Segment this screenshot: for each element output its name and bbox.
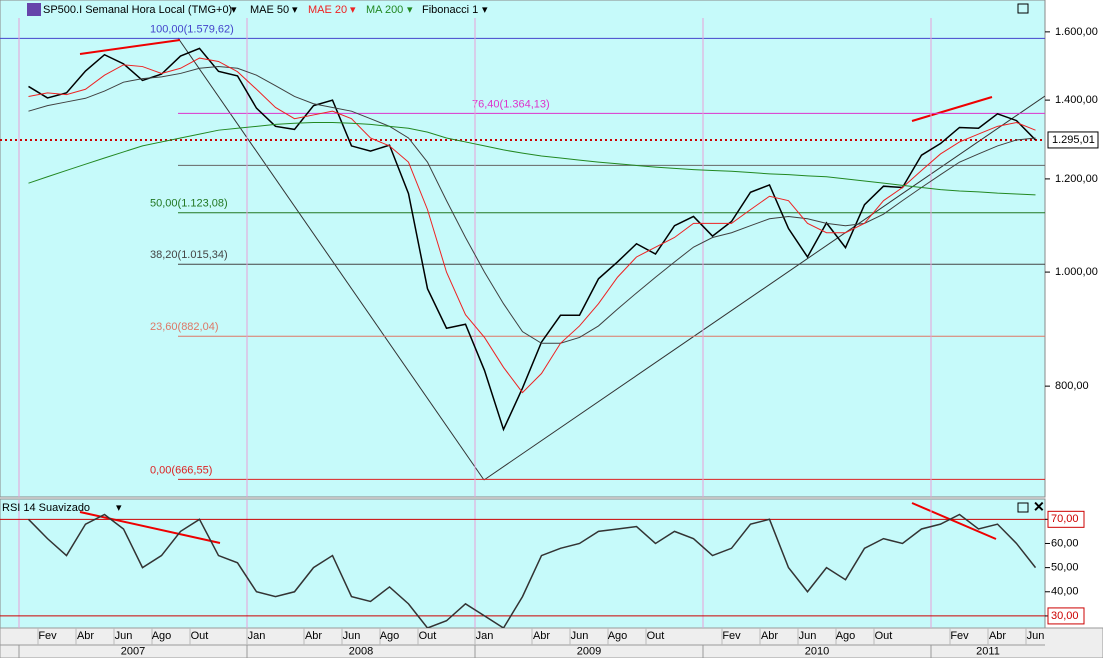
x-tick-label: Abr <box>533 630 550 642</box>
y-tick-label: 60,00 <box>1051 537 1079 549</box>
fib-label: 0,00(666,55) <box>150 464 212 476</box>
y-tick-label: 40,00 <box>1051 586 1079 598</box>
line-series <box>27 513 1037 628</box>
band-label-box <box>1047 607 1085 625</box>
dropdown-arrow[interactable]: ▾ <box>407 4 413 16</box>
x-tick-label: Out <box>647 630 665 642</box>
main-panel <box>0 0 1046 498</box>
x-tick-label: Abr <box>77 630 94 642</box>
y-tick-label: 1.000,00 <box>1055 266 1098 278</box>
x-tick-label: Abr <box>305 630 322 642</box>
year-label: 2008 <box>349 645 373 657</box>
x-tick-label: Jun <box>115 630 133 642</box>
rsi-panel <box>0 498 1046 629</box>
y-tick-label: 1.200,00 <box>1055 173 1098 185</box>
x-tick-label: Out <box>875 630 893 642</box>
line-series <box>28 47 1037 432</box>
maximize-button[interactable] <box>1017 502 1029 513</box>
divergence-line <box>911 96 993 122</box>
fib-label: 23,60(882,04) <box>150 321 219 333</box>
x-tick-label: Jun <box>1027 630 1045 642</box>
x-tick-label: Jan <box>476 630 494 642</box>
year-label: 2010 <box>805 645 829 657</box>
x-tick-label: Abr <box>989 630 1006 642</box>
rsi-plot <box>0 500 1045 628</box>
line-series <box>28 66 1036 344</box>
y-tick-label: 1.600,00 <box>1055 26 1098 38</box>
x-tick-label: Ago <box>152 630 172 642</box>
divergence-line <box>911 502 997 540</box>
trend-line <box>483 95 1045 481</box>
legend-entry[interactable]: MAE 20 <box>308 4 347 16</box>
divergence-line <box>79 511 221 544</box>
maximize-button[interactable] <box>1017 3 1029 14</box>
price-plot: 100,00(1.579,62) 76,40(1.364,13) 50,00(1.1… <box>0 18 1045 497</box>
dropdown-arrow[interactable]: ▾ <box>231 4 237 16</box>
x-tick-label: Out <box>419 630 437 642</box>
x-tick-label: Fev <box>722 630 741 642</box>
last-price-label: 1.295,01 <box>1052 134 1095 146</box>
x-tick-label: Fev <box>950 630 969 642</box>
divergence-line <box>79 39 181 55</box>
y-tick-label: 70,00 <box>1051 513 1079 525</box>
band-label-box <box>1047 510 1085 528</box>
legend-entry[interactable]: MAE 50 <box>250 4 289 16</box>
x-tick-label: Jan <box>248 630 266 642</box>
fib-label: 38,20(1.015,34) <box>150 249 228 261</box>
last-price-box <box>1047 131 1099 149</box>
legend-entry[interactable]: MA 200 <box>366 4 403 16</box>
dropdown-arrow[interactable]: ▾ <box>292 4 298 16</box>
instrument-icon <box>27 3 41 16</box>
legend-entry[interactable]: Fibonacci 1 <box>422 4 478 16</box>
line-series <box>28 57 1036 394</box>
year-label: 2009 <box>577 645 601 657</box>
x-tick-label: Ago <box>380 630 400 642</box>
trend-line <box>177 37 485 481</box>
x-tick-label: Abr <box>761 630 778 642</box>
x-tick-label: Ago <box>608 630 628 642</box>
year-label: 2007 <box>121 645 145 657</box>
x-tick-label: Jun <box>799 630 817 642</box>
x-tick-label: Jun <box>571 630 589 642</box>
y-tick-label: 800,00 <box>1055 380 1089 392</box>
fib-label: 50,00(1.123,08) <box>150 198 228 210</box>
chart-title: SP500.I Semanal Hora Local (TMG+0) <box>43 4 232 16</box>
overlay: 800,00 1.000,00 1.200,00 1.400,00 1.600,00 20… <box>18 26 1099 658</box>
fib-label: 100,00(1.579,62) <box>150 23 234 35</box>
x-tick-label: Fev <box>38 630 57 642</box>
dropdown-arrow[interactable]: ▾ <box>482 4 488 16</box>
y-tick-label: 50,00 <box>1051 562 1079 574</box>
x-tick-label: Out <box>191 630 209 642</box>
time-axis <box>0 627 1103 658</box>
close-button[interactable]: ✕ <box>1033 499 1045 515</box>
fib-label: 76,40(1.364,13) <box>472 98 550 110</box>
line-series <box>28 122 1036 196</box>
dropdown-arrow[interactable]: ▾ <box>116 502 122 514</box>
x-tick-label: Ago <box>836 630 856 642</box>
y-tick-label: 30,00 <box>1051 610 1079 622</box>
x-tick-label: Jun <box>343 630 361 642</box>
rsi-title: RSI 14 Suavizado <box>2 502 90 514</box>
year-label: 2011 <box>976 645 1000 657</box>
y-tick-label: 1.400,00 <box>1055 94 1098 106</box>
dropdown-arrow[interactable]: ▾ <box>350 4 356 16</box>
